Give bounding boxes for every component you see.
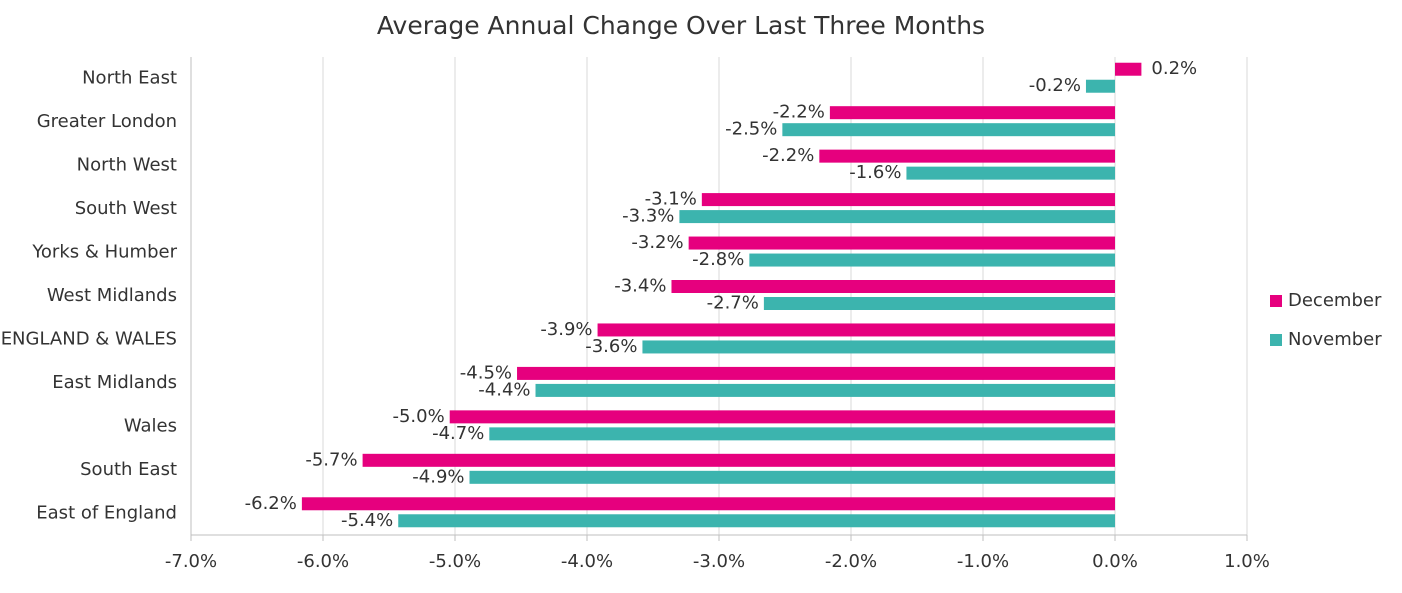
legend-label: November — [1288, 329, 1382, 350]
value-label: -3.4% — [614, 276, 666, 297]
value-label: -0.2% — [1029, 75, 1081, 96]
value-label: -5.7% — [305, 449, 357, 470]
y-tick-label: East Midlands — [52, 372, 177, 393]
value-label: -3.2% — [631, 232, 683, 253]
y-tick-label: Greater London — [37, 111, 177, 132]
value-label: -2.2% — [773, 102, 825, 123]
value-label: -4.9% — [412, 466, 464, 487]
bar — [449, 410, 1116, 424]
y-tick-label: North West — [77, 155, 177, 176]
value-label: -3.6% — [585, 336, 637, 357]
x-tick-label: 0.0% — [1092, 551, 1138, 572]
bar — [1115, 62, 1142, 76]
value-label: -5.0% — [392, 406, 444, 427]
bar — [701, 193, 1115, 207]
legend-label: December — [1288, 290, 1382, 311]
value-label: -4.4% — [478, 379, 530, 400]
x-tick-label: -7.0% — [165, 551, 217, 572]
bar — [782, 123, 1115, 137]
bar — [819, 149, 1115, 163]
bar — [829, 106, 1115, 120]
bar — [597, 323, 1115, 337]
value-label: -5.4% — [341, 510, 393, 531]
x-tick-label: -3.0% — [693, 551, 745, 572]
y-tick-label: Yorks & Humber — [31, 242, 177, 263]
y-tick-label: Wales — [124, 415, 177, 436]
bar — [489, 427, 1115, 441]
value-label: -1.6% — [849, 162, 901, 183]
value-label: -2.8% — [692, 249, 744, 270]
y-tick-label: West Midlands — [47, 285, 177, 306]
value-label: -4.7% — [432, 423, 484, 444]
bar — [469, 470, 1115, 484]
value-label: -2.7% — [707, 293, 759, 314]
y-tick-label: South West — [75, 198, 177, 219]
bar — [688, 236, 1115, 250]
y-tick-label: East of England — [36, 502, 177, 523]
value-label: -6.2% — [245, 493, 297, 514]
x-tick-label: 1.0% — [1224, 551, 1270, 572]
value-label: -3.1% — [645, 189, 697, 210]
x-tick-label: -4.0% — [561, 551, 613, 572]
value-label: -3.9% — [540, 319, 592, 340]
bar — [749, 253, 1115, 267]
bar — [679, 210, 1115, 224]
value-label: -4.5% — [460, 362, 512, 383]
x-tick-label: -2.0% — [825, 551, 877, 572]
value-label: -3.3% — [622, 206, 674, 227]
y-tick-label: ENGLAND & WALES — [1, 328, 177, 349]
y-tick-label: South East — [80, 459, 177, 480]
bar — [1085, 79, 1115, 93]
bar — [763, 297, 1115, 310]
bar — [642, 340, 1115, 354]
bar — [671, 280, 1115, 293]
bar — [301, 497, 1115, 511]
legend-swatch — [1270, 295, 1282, 307]
x-tick-label: -6.0% — [297, 551, 349, 572]
value-label: -2.5% — [725, 119, 777, 140]
x-tick-label: -5.0% — [429, 551, 481, 572]
bar — [906, 166, 1115, 180]
x-tick-label: -1.0% — [957, 551, 1009, 572]
chart-title: Average Annual Change Over Last Three Mo… — [377, 11, 985, 40]
value-label: 0.2% — [1151, 58, 1197, 79]
bar — [517, 366, 1115, 380]
value-label: -2.2% — [762, 145, 814, 166]
bar — [362, 453, 1116, 467]
bar — [535, 383, 1115, 397]
legend-swatch — [1270, 334, 1282, 346]
bar — [398, 514, 1115, 528]
y-tick-label: North East — [82, 68, 177, 89]
